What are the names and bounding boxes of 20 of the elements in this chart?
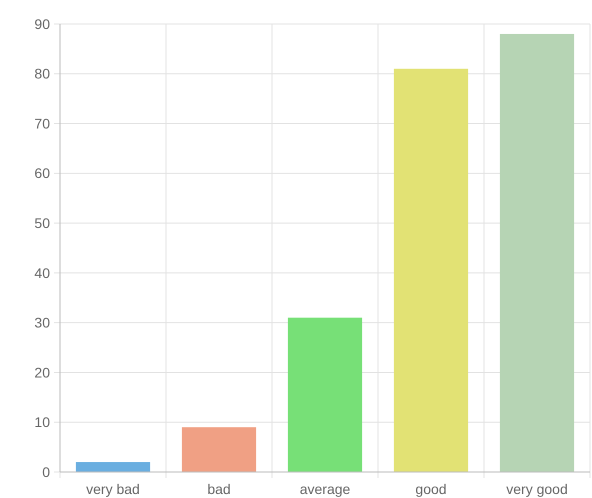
- bar: [500, 34, 574, 472]
- bar: [394, 68, 468, 472]
- x-tick-label: very good: [506, 481, 568, 497]
- x-tick-label: very bad: [86, 481, 140, 497]
- y-tick-label: 80: [34, 66, 50, 82]
- x-tick-label: bad: [207, 481, 231, 497]
- y-tick-label: 50: [34, 215, 50, 232]
- y-tick-label: 90: [34, 16, 50, 32]
- y-tick-label: 70: [34, 115, 50, 132]
- y-tick-label: 60: [34, 165, 50, 182]
- bar: [288, 318, 362, 472]
- y-tick-label: 30: [34, 314, 50, 331]
- x-tick-label: average: [300, 481, 351, 497]
- x-tick-label: good: [415, 481, 447, 497]
- y-tick-label: 0: [42, 464, 50, 480]
- y-tick-label: 20: [34, 364, 50, 380]
- bar: [182, 427, 256, 472]
- y-tick-label: 40: [34, 264, 50, 281]
- bar: [76, 462, 150, 472]
- y-tick-label: 10: [34, 414, 50, 430]
